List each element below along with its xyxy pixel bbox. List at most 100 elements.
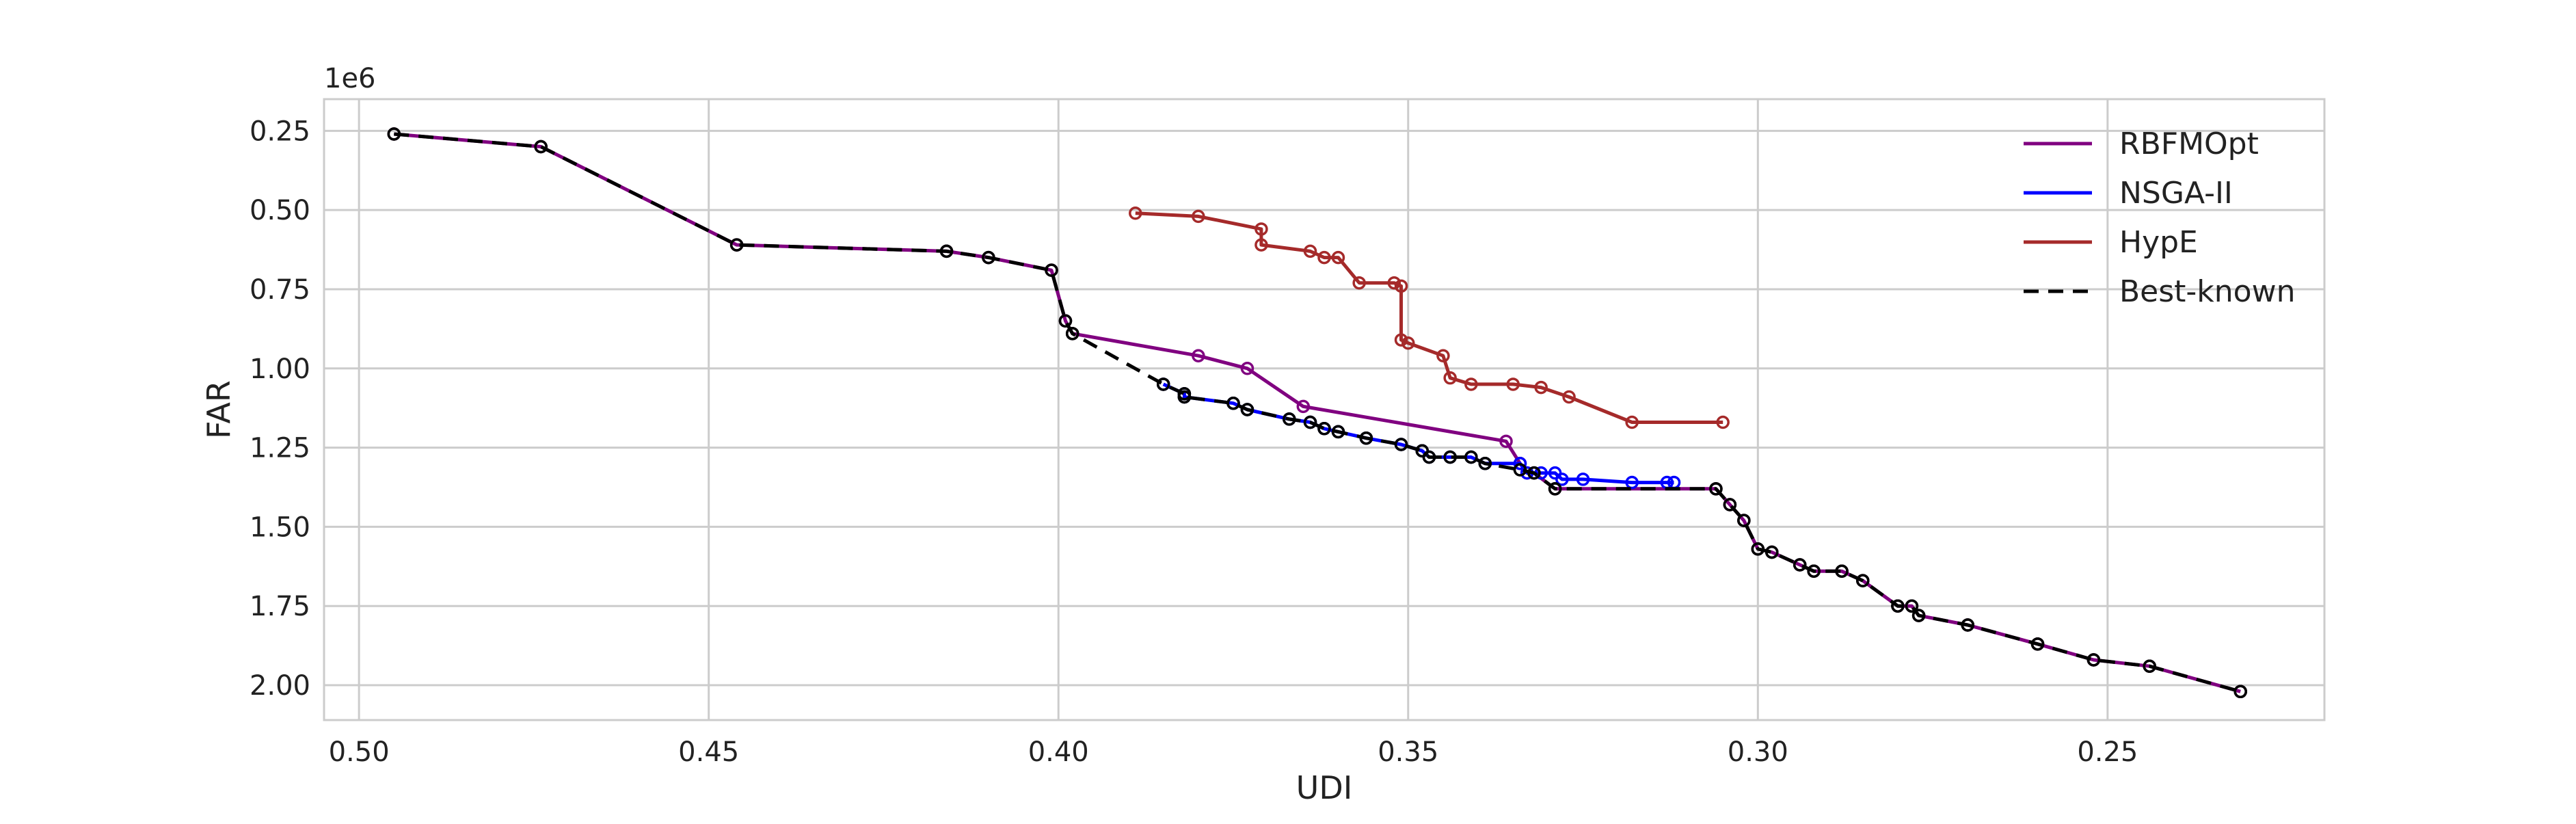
legend-entry-hype: HypE <box>2024 225 2198 260</box>
data-point-best-known <box>1317 422 1331 436</box>
legend-label: NSGA-II <box>2119 176 2233 211</box>
data-point-hype <box>1464 377 1478 391</box>
data-point-best-known <box>1422 450 1436 464</box>
data-point-best-known <box>1058 314 1073 328</box>
x-tick-label: 0.30 <box>1728 736 1788 768</box>
data-point-best-known <box>1240 403 1255 416</box>
data-point-hype <box>1506 377 1520 391</box>
data-point-hype <box>1331 250 1345 265</box>
data-point-best-known <box>1156 377 1170 391</box>
y-tick-label: 0.25 <box>250 116 310 147</box>
data-point-best-known <box>1709 482 1723 496</box>
data-point-hype <box>1387 276 1401 290</box>
x-tick-label: 0.40 <box>1028 736 1089 768</box>
data-point-nsga-ii <box>1513 457 1527 470</box>
y-offset-label: 1e6 <box>324 63 376 94</box>
data-point-best-known <box>1045 263 1058 277</box>
data-point-best-known <box>1303 415 1317 429</box>
y-tick-label: 1.25 <box>250 433 310 464</box>
data-point-best-known <box>1765 545 1779 559</box>
series-hype <box>1129 207 1730 429</box>
data-point-nsga-ii <box>1625 475 1639 490</box>
data-point-best-known <box>939 244 954 258</box>
series-layer <box>387 127 2247 699</box>
data-point-best-known <box>1911 609 1926 622</box>
data-point-best-known <box>1856 574 1870 587</box>
data-point-hype <box>1129 207 1142 220</box>
y-tick-label: 1.50 <box>250 511 310 543</box>
data-point-hype <box>1394 279 1408 293</box>
series-line-best-known <box>394 132 2241 693</box>
data-point-hype <box>1401 336 1415 350</box>
data-point-hype <box>1394 333 1408 347</box>
data-point-best-known <box>2087 653 2101 667</box>
legend: RBFMOpt NSGA-II HypE Best-known <box>2024 127 2295 309</box>
data-point-hype <box>1534 380 1548 395</box>
data-point-best-known <box>387 127 401 141</box>
data-point-best-known <box>534 139 548 154</box>
legend-entry-best-known: Best-known <box>2024 274 2295 309</box>
data-point-hype <box>1625 415 1639 429</box>
data-point-best-known <box>1464 450 1478 464</box>
data-point-hype <box>1562 390 1576 404</box>
data-point-hype <box>1192 209 1205 224</box>
plot-frame <box>323 98 2326 721</box>
data-point-best-known <box>1905 599 1919 613</box>
tick-labels: 0.50 0.45 0.40 0.35 0.30 0.25 0.25 0.50 0.75 1.00… <box>250 116 2138 768</box>
x-axis-label: UDI <box>1296 769 1353 806</box>
data-point-rbfmopt <box>1296 399 1311 414</box>
data-point-best-known <box>1359 431 1373 445</box>
x-tick-label: 0.25 <box>2077 736 2138 768</box>
data-point-best-known <box>1177 390 1192 404</box>
data-point-best-known <box>1513 463 1527 477</box>
y-tick-label: 0.75 <box>250 274 310 306</box>
data-point-best-known <box>1891 599 1905 613</box>
legend-label: RBFMOpt <box>2119 127 2259 161</box>
y-tick-label: 0.50 <box>250 195 310 226</box>
data-point-hype <box>1255 238 1268 252</box>
y-tick-label: 1.00 <box>250 354 310 385</box>
data-point-rbfmopt <box>1192 349 1205 362</box>
data-point-best-known <box>1751 542 1765 556</box>
y-axis-label: FAR <box>200 380 237 439</box>
data-point-best-known <box>2143 659 2156 673</box>
data-point-rbfmopt <box>1499 434 1513 449</box>
data-point-rbfmopt <box>1240 362 1255 375</box>
data-point-best-known <box>1478 457 1492 470</box>
data-point-best-known <box>1723 498 1737 511</box>
legend-entry-rbfmopt: RBFMOpt <box>2024 127 2259 161</box>
data-point-hype <box>1303 244 1317 258</box>
y-tick-label: 2.00 <box>250 670 310 702</box>
data-point-best-known <box>1737 514 1751 527</box>
x-tick-label: 0.35 <box>1378 736 1438 768</box>
x-tick-label: 0.45 <box>678 736 739 768</box>
data-point-best-known <box>1835 564 1849 579</box>
data-point-best-known <box>1331 425 1345 439</box>
legend-entry-nsga-ii: NSGA-II <box>2024 176 2233 211</box>
best-known-markers <box>387 127 2247 699</box>
data-point-best-known <box>1283 412 1296 426</box>
data-point-best-known <box>2233 685 2247 699</box>
legend-label: Best-known <box>2119 274 2295 309</box>
data-point-best-known <box>982 250 995 265</box>
x-tick-label: 0.50 <box>329 736 390 768</box>
data-point-best-known <box>1793 558 1807 572</box>
data-point-nsga-ii <box>1576 473 1590 486</box>
y-tick-label: 1.75 <box>250 591 310 622</box>
data-point-hype <box>1716 415 1730 429</box>
data-point-best-known <box>1226 396 1240 410</box>
data-point-best-known <box>1394 438 1408 451</box>
data-point-hype <box>1443 371 1457 385</box>
data-point-best-known <box>1807 564 1821 579</box>
data-point-best-known <box>1443 450 1457 464</box>
data-point-best-known <box>1065 327 1079 341</box>
data-point-best-known <box>729 238 744 252</box>
data-point-nsga-ii <box>1555 473 1569 486</box>
data-point-best-known <box>1961 618 1974 632</box>
data-point-best-known <box>1548 482 1562 496</box>
data-point-hype <box>1436 349 1450 362</box>
data-point-hype <box>1255 222 1268 236</box>
data-point-best-known <box>2030 637 2045 651</box>
